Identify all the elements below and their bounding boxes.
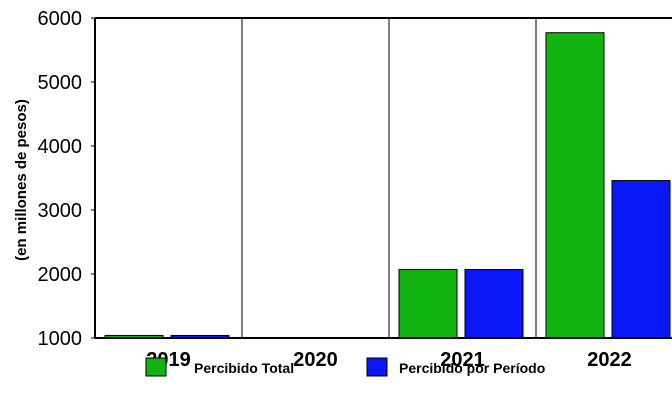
grid-lines <box>241 18 537 338</box>
bar-percibido-por-periodo-2021 <box>464 269 524 339</box>
x-category-label: 2022 <box>587 349 632 371</box>
y-tick-label: 3000 <box>38 200 83 222</box>
bars <box>104 32 671 339</box>
bar-percibido-por-periodo-2022 <box>611 180 671 339</box>
bar-percibido-total-2022 <box>545 32 605 339</box>
legend: Percibido Total Percibido por Período <box>145 357 545 377</box>
legend-label: Percibido Total <box>194 360 294 376</box>
legend-swatch <box>145 357 167 377</box>
y-tick-label: 5000 <box>38 72 83 94</box>
legend-swatch <box>366 357 388 377</box>
y-tick-label: 6000 <box>38 8 83 30</box>
y-tick-label: 2000 <box>38 264 83 286</box>
y-tick-label: 1000 <box>38 328 83 350</box>
legend-label: Percibido por Período <box>399 360 545 376</box>
axes <box>94 17 672 339</box>
y-tick-labels: 1000 2000 3000 4000 5000 6000 <box>38 8 95 350</box>
bar-percibido-total-2021 <box>398 269 458 339</box>
y-axis-label: (en millones de pesos) <box>13 99 30 261</box>
y-tick-label: 4000 <box>38 136 83 158</box>
x-category-label: 2021 <box>440 349 485 371</box>
x-category-label: 2020 <box>293 349 338 371</box>
